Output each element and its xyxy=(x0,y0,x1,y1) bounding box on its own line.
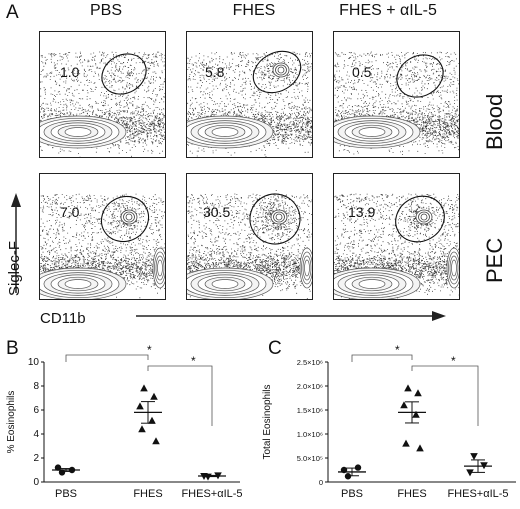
gate-value-pec-pbs: 7.0 xyxy=(60,204,80,220)
data-point xyxy=(400,401,408,409)
gate-value-blood-fhes: 5.8 xyxy=(205,64,225,80)
x-tick-label: PBS xyxy=(55,488,77,500)
facs-plot-pec-fhes: 30.5 xyxy=(186,173,313,300)
data-point xyxy=(138,425,146,433)
significance-bracket xyxy=(147,365,213,426)
x-tick-label: FHES xyxy=(397,488,426,500)
facs-plot-blood-pbs: 1.0 xyxy=(39,31,166,158)
data-point xyxy=(140,384,148,392)
y-tick-label: 10 xyxy=(28,357,40,368)
x-axis-label-cd11b: CD11b xyxy=(40,310,86,327)
significance-bracket xyxy=(411,365,479,426)
data-point xyxy=(150,392,158,400)
gate-value-pec-fhes: 30.5 xyxy=(203,204,231,220)
gate-value-blood-pbs: 1.0 xyxy=(60,64,80,80)
data-point xyxy=(470,453,478,461)
panel-b-plot: 0 2 4 6 8 10 % Eosinophils PBS FHES FHES+αIL-5 xyxy=(0,340,250,509)
column-header-fhes: FHES xyxy=(232,2,276,19)
x-tick-label: FHES+αIL-5 xyxy=(181,488,242,500)
facs-plot-pec-pbs: 7.0 xyxy=(39,173,166,300)
panel-a-letter: A xyxy=(6,2,19,23)
panel-b-significance-star-2: * xyxy=(191,354,196,368)
panel-c-plot: 0 5.0×10⁵ 1.0×10⁶ 1.5×10⁶ 2.0×10⁶ 2.5×10⁶ Tota… xyxy=(258,340,520,509)
x-tick-label: FHES xyxy=(133,488,162,500)
data-point xyxy=(148,416,156,424)
gate-value-pec-fhes-anti-il5: 13.9 xyxy=(348,204,376,220)
panel-c-letter: C xyxy=(268,338,282,359)
facs-plot-blood-fhes: 5.8 xyxy=(186,31,313,158)
panel-c-significance-star-2: * xyxy=(451,354,456,368)
plotB-y-axis-label: % Eosinophils xyxy=(6,391,17,454)
y-tick-label: 2.0×10⁶ xyxy=(297,382,323,391)
y-tick-label: 6 xyxy=(33,405,39,416)
y-tick-label: 5.0×10⁵ xyxy=(297,454,323,463)
x-tick-label: FHES+αIL-5 xyxy=(447,488,508,500)
data-point xyxy=(136,402,144,410)
x-axis-arrow xyxy=(136,311,446,321)
row-label-pec: PEC xyxy=(482,237,507,283)
y-axis-arrow xyxy=(11,193,21,293)
column-header-fhes-anti-il5: FHES + αIL-5 xyxy=(339,2,437,19)
y-tick-label: 8 xyxy=(33,381,39,392)
gate-value-blood-fhes-anti-il5: 0.5 xyxy=(352,64,372,80)
significance-bracket xyxy=(65,354,149,362)
y-tick-label: 2.5×10⁶ xyxy=(297,358,323,367)
y-tick-label: 2 xyxy=(33,453,39,464)
data-point xyxy=(404,384,412,392)
data-point xyxy=(54,464,62,471)
x-tick-label: PBS xyxy=(341,488,363,500)
panel-c-significance-star-1: * xyxy=(395,343,400,357)
row-label-blood: Blood xyxy=(482,93,507,150)
facs-plot-blood-fhes-anti-il5: 0.5 xyxy=(333,31,460,158)
data-point xyxy=(412,410,420,418)
y-tick-label: 1.5×10⁶ xyxy=(297,406,323,415)
y-tick-label: 0 xyxy=(33,477,39,488)
facs-plot-pec-fhes-anti-il5: 13.9 xyxy=(333,173,460,300)
y-tick-label: 1.0×10⁶ xyxy=(297,430,323,439)
plotC-y-axis-label: Total Eosinophils xyxy=(262,384,273,459)
data-point xyxy=(416,444,424,452)
data-point xyxy=(414,389,422,397)
column-header-pbs: PBS xyxy=(89,2,122,19)
data-point xyxy=(152,437,160,445)
panel-b-letter: B xyxy=(6,338,19,359)
data-point xyxy=(402,439,410,447)
data-point xyxy=(58,469,66,476)
significance-bracket xyxy=(351,354,413,362)
panel-b-significance-star-1: * xyxy=(147,343,152,357)
y-axis-label-siglec-f: Siglec-F xyxy=(6,240,23,296)
data-point xyxy=(466,469,474,477)
y-tick-label: 4 xyxy=(33,429,39,440)
y-tick-label: 0 xyxy=(319,478,323,487)
